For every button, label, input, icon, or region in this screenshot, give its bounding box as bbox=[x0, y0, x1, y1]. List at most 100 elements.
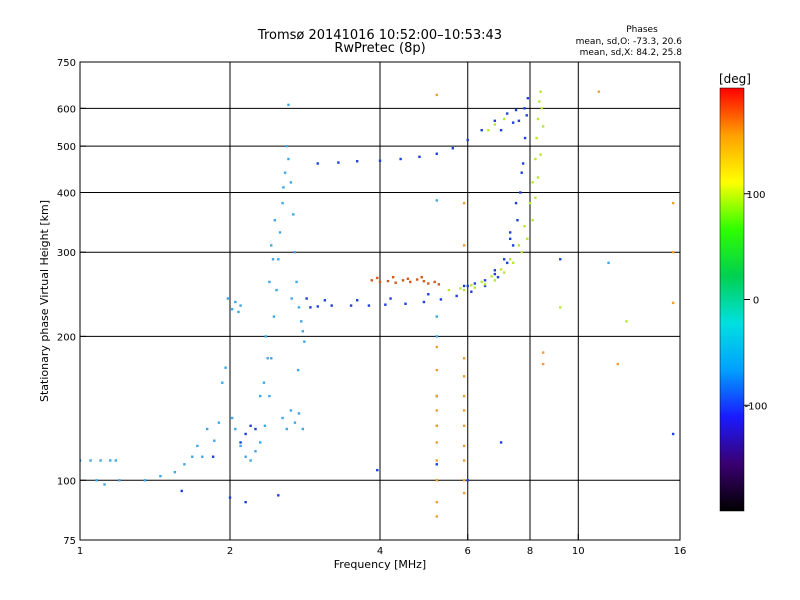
data-point bbox=[480, 128, 483, 132]
data-point bbox=[418, 155, 421, 159]
data-point bbox=[435, 335, 438, 338]
data-point bbox=[616, 362, 619, 366]
data-point bbox=[259, 441, 262, 444]
data-point bbox=[316, 162, 319, 165]
data-point bbox=[254, 450, 257, 453]
data-point bbox=[297, 412, 301, 415]
data-point bbox=[526, 237, 529, 241]
data-point bbox=[282, 186, 285, 189]
data-point bbox=[473, 286, 477, 289]
data-point bbox=[301, 330, 305, 333]
data-point bbox=[462, 491, 466, 495]
data-point bbox=[409, 280, 412, 284]
data-point bbox=[404, 302, 407, 305]
data-point bbox=[399, 157, 402, 161]
data-point bbox=[118, 479, 121, 482]
data-point bbox=[540, 107, 544, 110]
data-point bbox=[427, 293, 430, 296]
data-point bbox=[508, 231, 512, 234]
data-points bbox=[80, 90, 675, 518]
data-point bbox=[384, 303, 387, 306]
data-point bbox=[516, 219, 519, 222]
x-tick-label: 1 bbox=[77, 546, 83, 557]
data-point bbox=[277, 494, 280, 497]
data-point bbox=[355, 160, 359, 163]
data-point bbox=[520, 251, 523, 254]
data-point bbox=[435, 345, 438, 349]
data-point bbox=[406, 277, 410, 280]
data-point bbox=[376, 468, 379, 472]
data-point bbox=[462, 357, 466, 360]
data-point bbox=[447, 288, 451, 292]
data-point bbox=[541, 125, 545, 128]
data-point bbox=[531, 219, 534, 222]
data-point bbox=[289, 409, 293, 412]
data-point bbox=[230, 416, 234, 420]
data-point bbox=[296, 368, 300, 372]
data-point bbox=[451, 147, 455, 150]
data-point bbox=[109, 459, 112, 462]
data-point bbox=[180, 489, 183, 493]
data-point bbox=[378, 280, 382, 284]
data-point bbox=[523, 107, 526, 110]
data-point bbox=[455, 294, 458, 298]
data-point bbox=[249, 424, 252, 428]
data-point bbox=[143, 479, 147, 482]
data-point bbox=[521, 162, 525, 165]
data-point bbox=[305, 297, 308, 300]
x-tick-label: 16 bbox=[674, 546, 687, 557]
data-point bbox=[386, 279, 390, 283]
data-point bbox=[264, 335, 268, 338]
data-point bbox=[514, 108, 518, 112]
data-point bbox=[183, 463, 186, 466]
data-point bbox=[493, 279, 497, 282]
data-point bbox=[435, 409, 438, 412]
data-point bbox=[559, 306, 562, 309]
stats-o-line: mean, sd,O: -73.3, 20.6 bbox=[576, 37, 683, 47]
y-tick-label: 100 bbox=[57, 476, 76, 487]
data-point bbox=[502, 271, 506, 274]
data-point bbox=[244, 455, 247, 458]
data-point bbox=[173, 470, 177, 474]
data-point bbox=[525, 114, 528, 117]
data-point bbox=[389, 297, 392, 300]
data-point bbox=[514, 201, 518, 205]
data-point bbox=[420, 275, 423, 279]
data-point bbox=[502, 258, 506, 261]
data-point bbox=[262, 381, 266, 384]
data-point bbox=[435, 315, 438, 318]
y-tick-label: 600 bbox=[57, 104, 76, 115]
data-point bbox=[625, 320, 628, 323]
data-point bbox=[511, 121, 515, 124]
data-point bbox=[300, 320, 303, 323]
data-point bbox=[221, 381, 224, 384]
data-point bbox=[254, 427, 257, 431]
data-point bbox=[224, 366, 227, 369]
data-point bbox=[523, 136, 527, 140]
data-point bbox=[483, 284, 487, 288]
data-point bbox=[671, 201, 675, 205]
chart-subtitle: RwPretec (8p) bbox=[334, 41, 425, 56]
data-point bbox=[505, 112, 509, 115]
data-point bbox=[201, 455, 204, 458]
data-point bbox=[483, 283, 487, 286]
data-point bbox=[541, 362, 545, 366]
data-point bbox=[499, 268, 503, 271]
data-point bbox=[462, 244, 466, 247]
data-point bbox=[435, 199, 438, 202]
data-point bbox=[295, 280, 298, 284]
data-point bbox=[435, 479, 438, 482]
x-tick-label: 8 bbox=[527, 546, 533, 557]
data-point bbox=[303, 340, 306, 343]
data-point bbox=[439, 298, 443, 301]
data-point bbox=[462, 394, 466, 398]
data-point bbox=[480, 280, 483, 284]
data-point bbox=[499, 441, 503, 444]
data-point bbox=[349, 304, 353, 307]
stats-heading: Phases bbox=[626, 25, 658, 35]
colorbar-tick-label: -100 bbox=[745, 401, 768, 412]
data-point bbox=[517, 119, 521, 123]
data-point bbox=[415, 278, 419, 281]
x-tick-label: 2 bbox=[227, 546, 233, 557]
data-point bbox=[435, 459, 438, 462]
